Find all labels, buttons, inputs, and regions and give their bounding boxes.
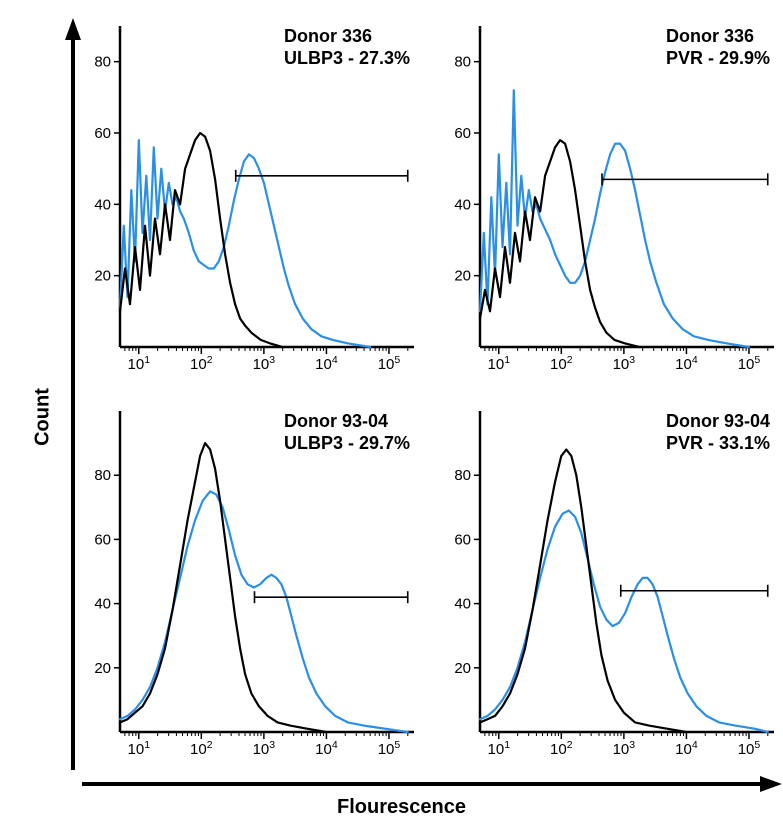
- panel-2-svg: 20 40 60 80 101 102 103 104 105: [80, 405, 420, 770]
- panel-0: 20 40 60 80 101 102 103 104 105 Donor 336 ULBP3 -…: [80, 20, 420, 385]
- svg-text:104: 104: [675, 739, 698, 758]
- figure: Count Flourescence 20 40 60 80 101 102 103 104 1…: [10, 10, 783, 823]
- panel-grid: 20 40 60 80 101 102 103 104 105 Donor 336 ULBP3 -…: [80, 20, 780, 770]
- svg-text:105: 105: [378, 739, 401, 758]
- svg-text:60: 60: [94, 125, 111, 142]
- svg-text:102: 102: [550, 354, 573, 373]
- y-axis-label: Count: [31, 388, 54, 446]
- svg-text:60: 60: [454, 531, 471, 548]
- svg-text:40: 40: [454, 196, 471, 213]
- svg-text:20: 20: [454, 660, 471, 677]
- panel-title: Donor 336 ULBP3 - 27.3%: [284, 26, 410, 69]
- svg-text:40: 40: [94, 596, 111, 613]
- svg-text:104: 104: [315, 354, 338, 373]
- panel-3-svg: 20 40 60 80 101 102 103 104 105: [440, 405, 780, 770]
- svg-text:20: 20: [94, 268, 111, 285]
- svg-text:102: 102: [190, 354, 213, 373]
- svg-text:20: 20: [454, 268, 471, 285]
- svg-text:40: 40: [454, 596, 471, 613]
- svg-text:80: 80: [94, 467, 111, 484]
- svg-text:40: 40: [94, 196, 111, 213]
- svg-text:101: 101: [128, 739, 151, 758]
- svg-text:80: 80: [94, 54, 111, 71]
- svg-text:20: 20: [94, 660, 111, 677]
- svg-text:60: 60: [454, 125, 471, 142]
- panel-1: 20 40 60 80 101 102 103 104 105 Donor 336 PVR - 2…: [440, 20, 780, 385]
- x-axis-arrow: [82, 775, 782, 793]
- x-axis-label: Flourescence: [337, 796, 466, 819]
- svg-text:105: 105: [738, 739, 761, 758]
- panel-0-svg: 20 40 60 80 101 102 103 104 105: [80, 20, 420, 385]
- svg-text:80: 80: [454, 467, 471, 484]
- panel-2: 20 40 60 80 101 102 103 104 105 Donor 93-04 ULBP3…: [80, 405, 420, 770]
- svg-text:103: 103: [253, 354, 276, 373]
- svg-text:103: 103: [613, 739, 636, 758]
- svg-text:105: 105: [378, 354, 401, 373]
- panel-title: Donor 93-04 PVR - 33.1%: [666, 411, 770, 454]
- svg-text:103: 103: [253, 739, 276, 758]
- svg-text:103: 103: [613, 354, 636, 373]
- svg-text:105: 105: [738, 354, 761, 373]
- panel-title: Donor 336 PVR - 29.9%: [666, 26, 770, 69]
- svg-text:80: 80: [454, 54, 471, 71]
- svg-text:104: 104: [315, 739, 338, 758]
- svg-text:101: 101: [488, 354, 511, 373]
- svg-text:60: 60: [94, 531, 111, 548]
- svg-text:101: 101: [488, 739, 511, 758]
- svg-text:102: 102: [550, 739, 573, 758]
- svg-text:104: 104: [675, 354, 698, 373]
- svg-text:102: 102: [190, 739, 213, 758]
- svg-text:101: 101: [128, 354, 151, 373]
- panel-title: Donor 93-04 ULBP3 - 29.7%: [284, 411, 410, 454]
- panel-1-svg: 20 40 60 80 101 102 103 104 105: [440, 20, 780, 385]
- panel-3: 20 40 60 80 101 102 103 104 105 Donor 93-04 PVR -…: [440, 405, 780, 770]
